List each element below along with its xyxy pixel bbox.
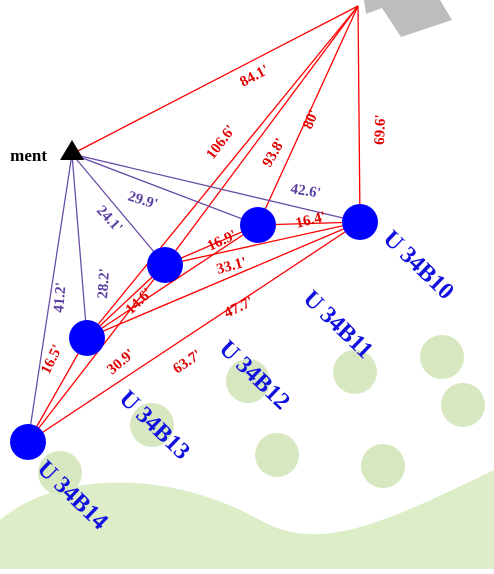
unit-label-u34b12: U 34B12 <box>214 336 295 415</box>
purple-measurement-labels: 29.9' 24.1' 42.6' 28.2' 41.2' <box>51 181 322 313</box>
measurement-label: 93.8' <box>260 136 289 170</box>
measurement-label: 106.6' <box>203 122 239 162</box>
line-a-to-u34b10 <box>357 5 361 223</box>
line-a-to-u34b13 <box>86 5 359 339</box>
unit-label-u34b10: U 34B10 <box>378 226 459 305</box>
measurement-label: 47.7' <box>222 294 256 322</box>
line-u34b10-to-u34b12 <box>164 221 361 266</box>
measurement-label: 16.9' <box>205 227 239 254</box>
tree-icon <box>441 383 485 427</box>
line-u34b10-to-u34b14 <box>27 221 361 443</box>
unit-u34b14-marker[interactable] <box>10 424 46 460</box>
tree-icon <box>38 451 82 495</box>
unit-markers <box>10 204 378 460</box>
building-icon <box>364 0 452 37</box>
unit-u34b12-marker[interactable] <box>147 247 183 283</box>
unit-u34b13-marker[interactable] <box>69 320 105 356</box>
tree-icon <box>130 403 174 447</box>
measurement-label: 24.1' <box>93 203 125 236</box>
measurement-label: 33.1' <box>215 255 249 278</box>
unit-label-u34b11: U 34B11 <box>298 286 378 364</box>
measurement-label: 16.4' <box>294 209 327 232</box>
tree-icon <box>361 444 405 488</box>
measurement-label: 69.6' <box>372 114 389 145</box>
line-a-to-u34b12 <box>164 5 359 266</box>
measurement-label: 80' <box>300 108 322 132</box>
line-a-to-monument <box>71 5 359 155</box>
unit-u34b10-marker[interactable] <box>342 204 378 240</box>
line-u34b13-to-u34b14 <box>27 337 88 443</box>
line-monument-to-u34b10 <box>71 153 361 223</box>
line-monument-to-u34b13 <box>71 153 88 339</box>
tree-icon <box>333 350 377 394</box>
measurement-label: 28.2' <box>95 268 113 299</box>
tree-icon <box>255 433 299 477</box>
tree-icon <box>420 335 464 379</box>
line-u34b12-to-u34b14 <box>27 264 166 443</box>
measurement-label: 41.2' <box>51 282 70 314</box>
line-u34b10-to-u34b13 <box>86 221 361 339</box>
monument-marker: ment <box>10 140 84 165</box>
line-monument-to-u34b11 <box>71 153 259 226</box>
line-a-to-u34b11 <box>257 5 359 226</box>
tree-icon <box>226 359 270 403</box>
monument-label: ment <box>10 146 47 165</box>
unit-label-u34b13: U 34B13 <box>114 386 195 465</box>
line-monument-to-u34b14 <box>27 153 73 443</box>
measurement-label: 63.7' <box>170 347 204 377</box>
measurement-label: 29.9' <box>126 189 160 213</box>
line-monument-to-u34b12 <box>71 153 166 266</box>
grass-area <box>0 470 494 569</box>
unit-u34b11-marker[interactable] <box>240 207 276 243</box>
line-u34b11-to-u34b13 <box>86 224 259 339</box>
triangle-icon <box>60 140 84 160</box>
measurement-label: 42.6' <box>289 181 322 202</box>
